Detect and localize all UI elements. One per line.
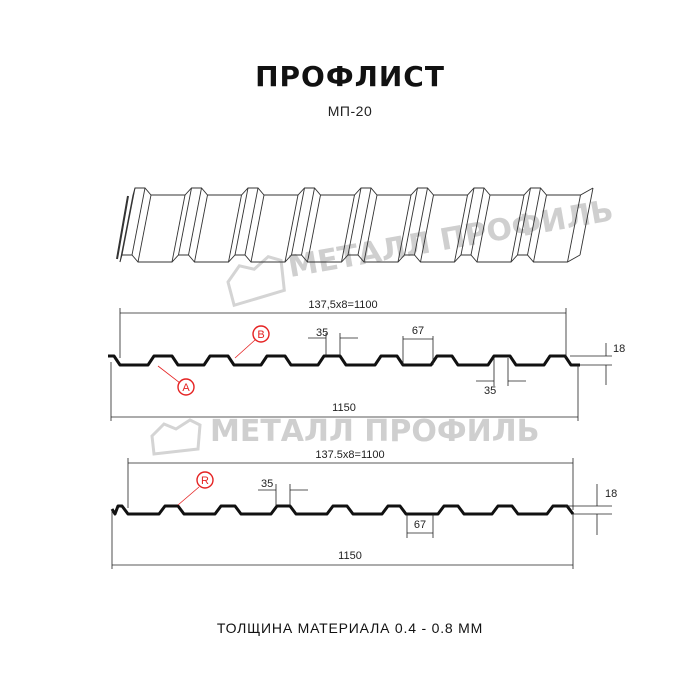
sheet-fold-line [284, 194, 299, 263]
sheet-fold-line [137, 194, 152, 263]
sheet-fold-line [171, 194, 186, 263]
sheet-bottom-edge [119, 254, 581, 263]
marker-r-label: R [201, 475, 209, 487]
profile-2-shape [110, 504, 575, 516]
material-thickness: ТОЛЩИНА МАТЕРИАЛА 0.4 - 0.8 ММ [216, 620, 484, 636]
label-total-width-2: 1150 [338, 550, 362, 562]
label-trough-1: 67 [412, 325, 424, 337]
sheet-fold-line [121, 187, 136, 256]
sheet-fold-line [510, 194, 525, 263]
label-crest-2: 35 [261, 478, 273, 490]
sheet-fold-line [470, 187, 485, 256]
sheet-edge-lip [116, 195, 129, 260]
watermark-logo-icon [226, 254, 286, 308]
sheet-fold-line [420, 194, 434, 263]
marker-a [177, 378, 195, 396]
model-subtitle: МП-20 [327, 103, 373, 119]
watermark-logo-icon [150, 418, 202, 456]
label-trough-2: 67 [414, 519, 426, 531]
label-bottom-1: 35 [484, 385, 496, 397]
page-title: ПРОФЛИСТ [255, 60, 445, 93]
sheet-fold-line [579, 187, 594, 256]
sheet-fold-line [341, 194, 355, 263]
sheet-fold-line [533, 194, 547, 263]
label-working-width-1: 137,5x8=1100 [308, 299, 377, 311]
sheet-fold-line [454, 194, 468, 263]
sheet-fold-line [347, 187, 362, 256]
sheet-fold-line [357, 187, 372, 256]
marker-b [252, 325, 270, 343]
sheet-fold-line [476, 194, 491, 263]
sheet-fold-line [301, 187, 315, 256]
sheet-fold-line [414, 187, 428, 256]
sheet-fold-line [178, 187, 192, 256]
sheet-fold-line [228, 194, 242, 263]
sheet-fold-line [250, 194, 265, 263]
profile-1-shape [108, 354, 580, 367]
sheet-fold-line [234, 187, 249, 256]
label-total-width-1: 1150 [332, 402, 356, 414]
profile-2 [110, 458, 612, 569]
sheet-fold-line [517, 187, 531, 256]
sheet-fold-line [307, 194, 321, 263]
sheet-fold-line [460, 187, 475, 256]
watermark-1: МЕТАЛЛ ПРОФИЛЬ [226, 193, 616, 308]
sheet-fold-line [244, 187, 259, 256]
sheet-fold-line [119, 194, 134, 263]
marker-r [196, 471, 214, 489]
label-working-width-2: 137.5x8=1100 [315, 449, 384, 461]
sheet-fold-line [404, 187, 418, 256]
sheet-fold-line [397, 194, 412, 263]
watermark-2: МЕТАЛЛ ПРОФИЛЬ [150, 414, 540, 456]
sheet-top-edge [132, 187, 594, 196]
marker-b-label: B [257, 329, 264, 341]
sheet-fold-line [131, 187, 146, 256]
sheet-fold-line [527, 187, 541, 256]
sheet-isometric [116, 187, 594, 263]
sheet-fold-line [291, 187, 305, 256]
watermark-text: МЕТАЛЛ ПРОФИЛЬ [210, 414, 540, 449]
label-crest-1: 35 [316, 327, 328, 339]
sheet-fold-line [188, 187, 202, 256]
sheet-fold-line [363, 194, 378, 263]
sheet-fold-line [567, 194, 581, 263]
profile-1 [108, 308, 612, 421]
sheet-fold-line [194, 194, 208, 263]
label-height-1: 18 [613, 343, 625, 355]
watermark-text: МЕТАЛЛ ПРОФИЛЬ [285, 193, 616, 285]
label-height-2: 18 [605, 488, 617, 500]
marker-a-label: A [182, 382, 190, 394]
